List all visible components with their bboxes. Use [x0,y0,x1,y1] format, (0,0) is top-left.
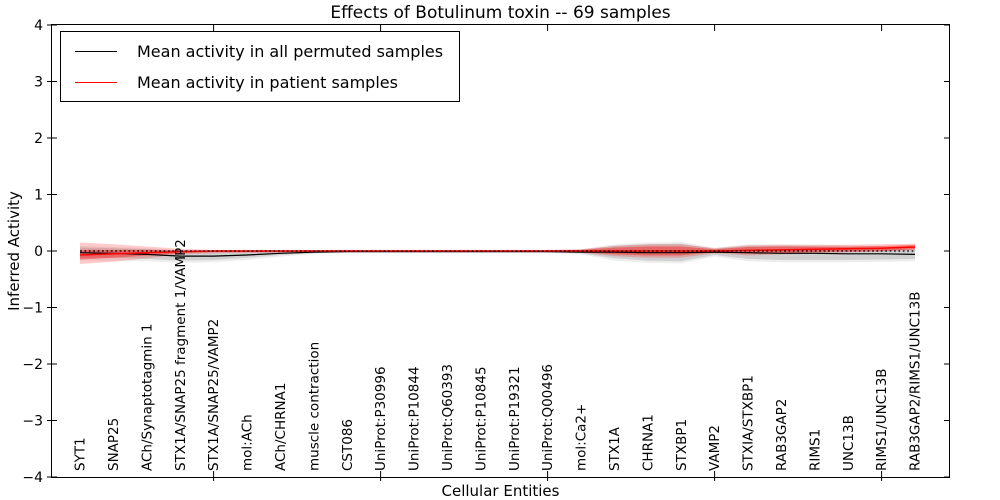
y-tick-label: −3 [22,413,43,429]
plot-area: 4 3 2 1 0 −1 −2 −3 −4 SYT1 SNAP25 ACh/Synaptotagmin… [22,18,950,486]
category-label: CHRNA1 [640,414,656,471]
category-label: STXBP1 [674,419,690,471]
x-axis-label: Cellular Entities [441,482,560,500]
category-label: VAMP2 [707,425,723,471]
legend: Mean activity in all permuted samples Me… [60,31,461,102]
patient-line-sample-icon [75,81,117,83]
series-line [79,246,916,256]
patient-ci-outer-band [80,242,915,264]
category-label: RIMS1/UNC13B [874,368,890,471]
y-tick-label: −4 [22,470,43,486]
category-label: UniProt:Q00496 [540,364,556,471]
category-label: STXIA/STXBP1 [741,375,757,471]
category-label: STX1A/SNAP25 fragment 1/VAMP2 [173,239,189,471]
chart-canvas: 4 3 2 1 0 −1 −2 −3 −4 SYT1 SNAP25 ACh/Synaptotagmin… [22,18,949,486]
permuted-ci-band [80,243,915,262]
category-label: SYT1 [73,437,89,471]
y-tick-label: −2 [22,357,43,373]
legend-label: Mean activity in patient samples [137,72,398,92]
category-label: UniProt:P30996 [373,366,389,471]
y-tick-label: 4 [34,18,43,34]
category-label: SNAP25 [106,418,122,471]
category-label: mol:Ca2+ [574,404,590,471]
category-label: muscle contraction [306,342,322,471]
y-axis-label: Inferred Activity [5,191,23,311]
category-label: RAB3GAP2 [774,399,790,471]
category-label: UniProt:P10844 [407,366,423,471]
category-label: RAB3GAP2/RIMS1/UNC13B [908,292,924,471]
legend-item-permuted: Mean activity in all permuted samples [75,39,443,63]
category-label: STX1A [607,426,623,471]
y-tick-label: 3 [34,74,43,90]
category-label: STX1A/SNAP25/VAMP2 [206,319,222,471]
category-label: UniProt:P19321 [507,366,523,471]
y-tick-label: 2 [34,131,43,147]
category-label: UniProt:Q60393 [440,364,456,471]
chart-title: Effects of Botulinum toxin -- 69 samples [330,3,671,23]
legend-item-patient: Mean activity in patient samples [75,70,443,94]
category-label: ACh/CHRNA1 [273,383,289,471]
permuted-line-sample-icon [75,50,117,52]
y-tick-label: −1 [22,300,43,316]
category-label: mol:ACh [240,414,256,471]
category-label: CST086 [340,419,356,471]
y-tick-label: 1 [34,187,43,203]
y-tick-label: 0 [34,244,43,260]
permuted-ci-outer-band [80,242,915,264]
category-label: ACh/Synaptotagmin 1 [139,323,155,471]
category-label: UniProt:P10845 [473,366,489,471]
category-label: UNC13B [841,415,857,471]
category-label: RIMS1 [807,429,823,471]
legend-label: Mean activity in all permuted samples [137,41,444,61]
